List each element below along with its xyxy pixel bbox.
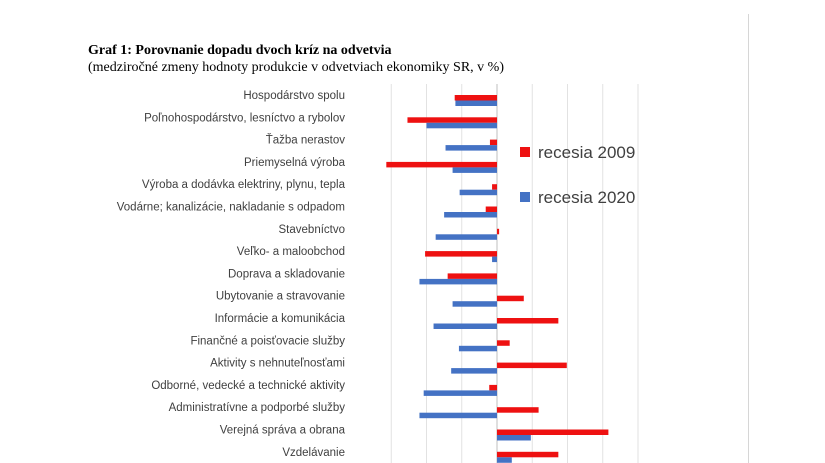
bar-recesia-2020 (426, 122, 497, 129)
bar-recesia-2009 (497, 451, 559, 458)
category-label: Ťažba nerastov (266, 134, 346, 147)
category-label: Výroba a dodávka elektriny, plynu, tepla (142, 179, 346, 191)
category-label: Priemyselná výroba (244, 157, 346, 169)
bar-recesia-2020 (419, 412, 497, 419)
bar-recesia-2020 (435, 234, 497, 240)
page-edge-line (748, 14, 749, 463)
category-label: Veľko- a maloobchod (237, 246, 345, 258)
category-label: Poľnohospodárstvo, lesníctvo a rybolov (144, 112, 345, 124)
category-label: Verejná správa a obrana (220, 425, 346, 437)
bar-recesia-2020 (459, 189, 497, 196)
bar-recesia-2020 (455, 100, 497, 106)
bar-recesia-2009 (407, 117, 497, 123)
bar-recesia-2009 (447, 273, 497, 279)
bar-recesia-2020 (497, 457, 512, 463)
bar-recesia-2009 (454, 95, 497, 101)
bar-recesia-2009 (497, 228, 500, 235)
bar-recesia-2020 (458, 345, 497, 352)
category-labels: Hospodárstvo spolu Poľnohospodárstvo, les… (117, 90, 346, 459)
bar-recesia-2009 (425, 251, 497, 257)
bar-recesia-2009 (497, 295, 524, 302)
bar-recesia-2020 (445, 145, 497, 151)
bar-recesia-2009 (386, 161, 497, 168)
bar-recesia-2020 (451, 368, 497, 374)
category-label: Vzdelávanie (282, 447, 345, 459)
bar-recesia-2009 (497, 318, 559, 324)
bar-recesia-2009 (497, 429, 609, 435)
bar-recesia-2020 (444, 212, 497, 218)
chart-title: Graf 1: Porovnanie dopadu dvoch kríz na … (88, 43, 392, 58)
legend-label: recesia 2020 (538, 188, 635, 207)
bar-recesia-2020 (452, 301, 497, 307)
bar-recesia-2009 (489, 139, 497, 146)
category-label: Administratívne a podporbé služby (169, 402, 346, 414)
gridlines (390, 84, 639, 463)
category-label: Stavebníctvo (279, 224, 345, 236)
bar-recesia-2009 (492, 184, 497, 190)
legend-swatch (520, 192, 530, 202)
category-label: Finančné a poisťovacie služby (190, 335, 345, 347)
category-label: Doprava a skladovanie (228, 268, 345, 280)
bar-recesia-2009 (497, 407, 539, 413)
category-label: Odborné, vedecké a technické aktivity (151, 380, 345, 392)
bar-recesia-2009 (497, 362, 567, 369)
bar-recesia-2009 (485, 206, 497, 212)
legend: recesia 2009 recesia 2020 (520, 143, 635, 207)
legend-swatch (520, 147, 530, 157)
bar-recesia-2009 (489, 384, 497, 391)
category-label: Hospodárstvo spolu (243, 90, 345, 102)
category-label: Vodárne; kanalizácie, nakladanie s odpad… (117, 202, 345, 214)
bar-recesia-2020 (423, 390, 497, 396)
chart-subtitle: (medziročné zmeny hodnoty produkcie v od… (88, 60, 505, 75)
bar-recesia-2020 (433, 323, 497, 329)
bar-recesia-2020 (497, 435, 531, 441)
bars (386, 95, 609, 463)
legend-label: recesia 2009 (538, 143, 635, 162)
bar-recesia-2020 (452, 167, 497, 173)
category-label: Informácie a komunikácia (215, 313, 346, 325)
bar-recesia-2020 (419, 278, 497, 285)
bar-recesia-2020 (492, 256, 497, 263)
category-label: Ubytovanie a stravovanie (216, 291, 345, 303)
category-label: Aktivity s nehnuteľnosťami (210, 358, 345, 370)
bar-recesia-2009 (497, 340, 510, 346)
